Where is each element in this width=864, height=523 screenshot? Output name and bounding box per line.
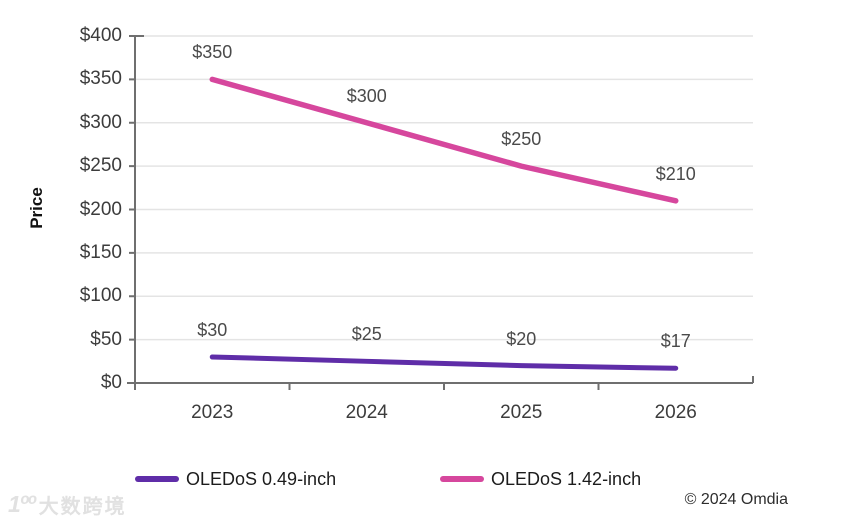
series-line-oledos-0.49-inch — [209, 354, 679, 371]
watermark: 1ºº 大数跨境 — [8, 490, 127, 519]
y-tick-label: $400 — [79, 25, 122, 46]
x-tick-label: 2024 — [345, 402, 388, 423]
data-label: $300 — [346, 85, 387, 106]
data-label: $17 — [660, 331, 691, 352]
y-tick-label: $50 — [90, 328, 122, 350]
y-tick-label: $350 — [79, 68, 122, 90]
copyright-notice: © 2024 Omdia — [684, 491, 788, 508]
y-tick-label: $200 — [79, 198, 122, 220]
legend-item-oledos-0.49-inch: OLEDoS 0.49-inch — [135, 466, 336, 492]
legend-item-oledos-1.42-inch: OLEDoS 1.42-inch — [440, 466, 641, 492]
series-line-oledos-1.42-inch — [209, 76, 679, 204]
x-tick-label: 2026 — [654, 402, 697, 423]
legend-swatch — [135, 476, 179, 482]
data-label: $25 — [351, 324, 382, 345]
data-label: $20 — [506, 328, 537, 349]
data-label: $250 — [501, 129, 542, 150]
x-tick-label: 2023 — [191, 402, 234, 423]
watermark-text: 大数跨境 — [38, 496, 127, 518]
y-tick-label: $150 — [79, 241, 122, 263]
data-label: $210 — [655, 163, 696, 184]
legend-label: OLEDoS 0.49-inch — [186, 468, 337, 489]
y-tick-label: $0 — [100, 372, 122, 393]
legend-swatch — [440, 476, 484, 482]
data-label: $30 — [197, 319, 228, 340]
y-tick-label: $100 — [79, 285, 122, 307]
watermark-logo-icon: 1ºº — [8, 491, 36, 517]
y-tick-label: $250 — [79, 155, 122, 177]
y-tick-label: $300 — [79, 111, 122, 133]
x-tick-label: 2025 — [500, 402, 543, 423]
legend-label: OLEDoS 1.42-inch — [491, 468, 642, 489]
data-label: $350 — [192, 42, 233, 63]
